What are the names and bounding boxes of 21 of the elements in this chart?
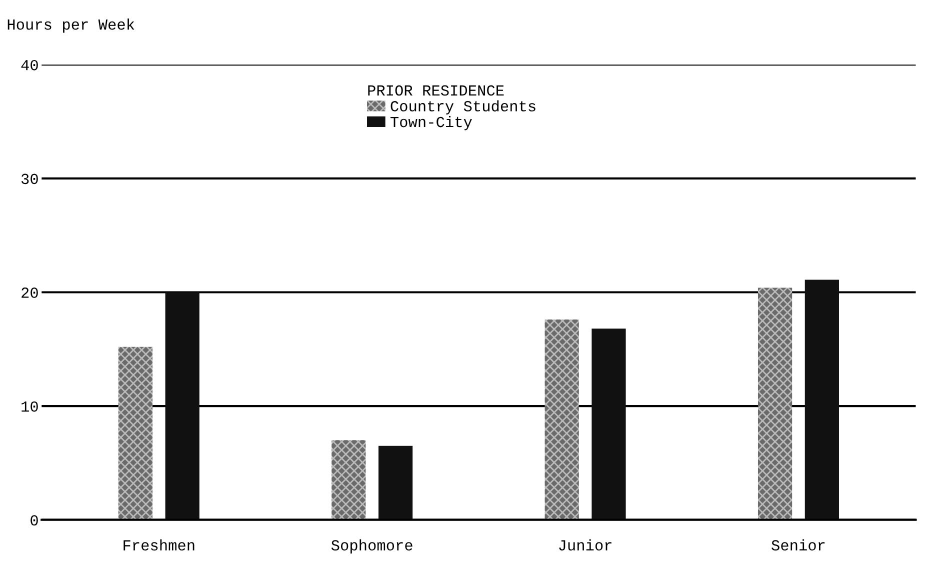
x-tick-label: Junior <box>559 539 612 551</box>
bar <box>378 446 413 520</box>
y-tick-label: 10 <box>22 401 38 412</box>
bar <box>118 346 152 520</box>
legend-label: Town-City <box>390 116 472 130</box>
bar <box>332 440 366 520</box>
bar <box>804 280 839 520</box>
x-tick-label: Freshmen <box>124 539 194 551</box>
x-tick-label: Senior <box>772 539 825 551</box>
y-axis-title: Hours per Week <box>8 18 134 33</box>
x-tick-label: Sophomore <box>331 539 412 554</box>
y-tick-label: 0 <box>30 515 38 526</box>
bar <box>758 288 792 520</box>
y-tick-label: 30 <box>21 174 38 184</box>
y-tick-label: 40 <box>21 60 38 70</box>
bar <box>592 328 626 520</box>
legend-title: PRIOR RESIDENCE <box>368 85 504 96</box>
bar <box>165 292 200 520</box>
y-tick-label: 20 <box>22 288 38 298</box>
legend-label: Country Students <box>390 100 536 114</box>
bar <box>544 320 579 520</box>
